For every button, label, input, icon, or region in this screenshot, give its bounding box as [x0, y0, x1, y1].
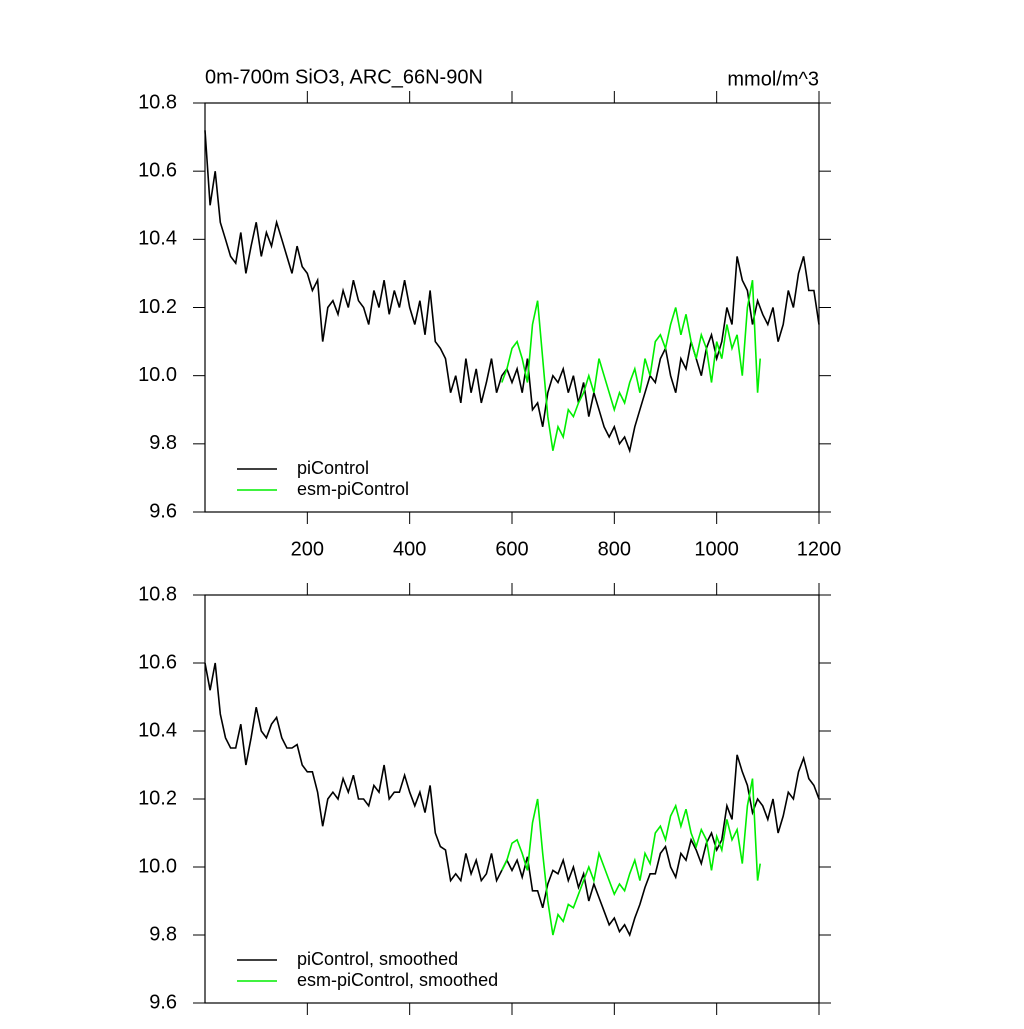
y-tick-label: 10.8 — [138, 583, 177, 605]
y-tick-label: 10.8 — [138, 91, 177, 113]
chart-title: 0m-700m SiO3, ARC_66N-90N — [205, 66, 483, 88]
x-tick-label: 1200 — [797, 538, 842, 560]
legend-label: esm-piControl, smoothed — [297, 970, 498, 990]
y-tick-label: 9.8 — [149, 923, 177, 945]
y-tick-label: 10.0 — [138, 364, 177, 386]
y-tick-label: 10.6 — [138, 159, 177, 181]
y-tick-label: 10.4 — [138, 228, 177, 250]
plot-frame — [204, 594, 820, 1004]
series-line — [204, 662, 820, 938]
x-tick-label: 200 — [291, 538, 324, 560]
y-tick-label: 10.2 — [138, 787, 177, 809]
y-tick-label: 10.4 — [138, 719, 177, 741]
y-tick-label: 10.0 — [138, 855, 177, 877]
legend-label: esm-piControl — [297, 479, 409, 499]
legend-label: piControl — [297, 458, 369, 478]
y-tick-label: 10.2 — [138, 296, 177, 318]
y-tick-label: 9.6 — [149, 991, 177, 1013]
x-tick-label: 1000 — [694, 538, 739, 560]
series-line — [501, 280, 761, 451]
series-line — [204, 130, 820, 454]
units-label: mmol/m^3 — [727, 68, 819, 90]
legend-label: piControl, smoothed — [297, 949, 458, 969]
x-tick-label: 400 — [393, 538, 426, 560]
y-tick-label: 9.8 — [149, 432, 177, 454]
y-tick-label: 9.6 — [149, 500, 177, 522]
x-tick-label: 600 — [495, 538, 528, 560]
y-tick-label: 10.6 — [138, 651, 177, 673]
x-tick-label: 800 — [598, 538, 631, 560]
series-line — [501, 778, 761, 936]
